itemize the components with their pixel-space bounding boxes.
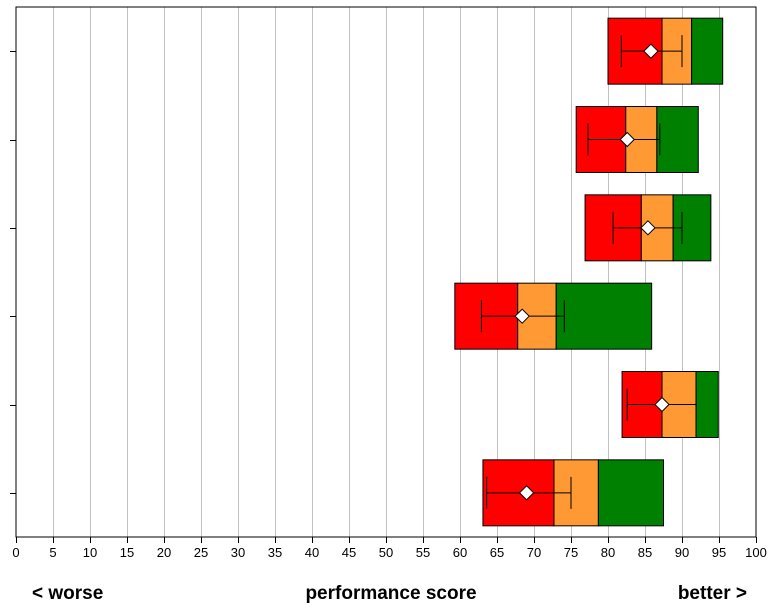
x-tick-label: 25 [194, 545, 208, 560]
segment-green [555, 282, 653, 350]
mean-marker [514, 308, 530, 324]
x-tick-label: 35 [268, 545, 282, 560]
score-row [607, 17, 724, 85]
x-tick-label: 100 [745, 545, 767, 560]
x-tick-label: 40 [305, 545, 319, 560]
x-tick-label: 10 [83, 545, 97, 560]
mean-marker [518, 485, 535, 501]
x-tick-label: 50 [379, 545, 393, 560]
x-tick-label: 75 [564, 545, 578, 560]
x-tick-label: 0 [12, 545, 19, 560]
x-tick-label: 55 [416, 545, 430, 560]
better-label: better > [678, 583, 747, 604]
score-row [575, 106, 699, 173]
x-tick-label: 45 [342, 545, 356, 560]
score-row [584, 194, 712, 262]
x-tick-label: 5 [49, 545, 56, 560]
score-row [621, 371, 719, 438]
worse-label: < worse [32, 583, 103, 604]
score-bars [454, 17, 724, 527]
grid-lines [53, 7, 720, 537]
mean-marker [654, 396, 670, 413]
mean-marker [640, 220, 656, 236]
x-tick-label: 30 [231, 545, 245, 560]
segment-green [691, 17, 724, 85]
x-tick-label: 95 [712, 545, 726, 560]
x-axis-title: performance score [305, 583, 476, 604]
segment-green [597, 459, 665, 527]
score-row [482, 459, 665, 527]
x-tick-label: 65 [490, 545, 504, 560]
x-tick-label: 70 [527, 545, 541, 560]
segment-green [695, 371, 719, 438]
x-tick-label: 80 [601, 545, 615, 560]
mean-marker [643, 43, 659, 59]
x-tick-label: 90 [675, 545, 689, 560]
x-tick-label: 15 [120, 545, 134, 560]
x-tick-label: 85 [638, 545, 652, 560]
mean-marker [619, 131, 635, 148]
x-tick-label: 20 [157, 545, 171, 560]
segment-green [656, 106, 699, 173]
x-tick-label: 60 [453, 545, 467, 560]
axes: 0 5 10 15 20 25 30 35 40 45 50 55 60 65 70 75 80 85 90 95 10… [10, 51, 767, 560]
score-row [454, 282, 653, 350]
